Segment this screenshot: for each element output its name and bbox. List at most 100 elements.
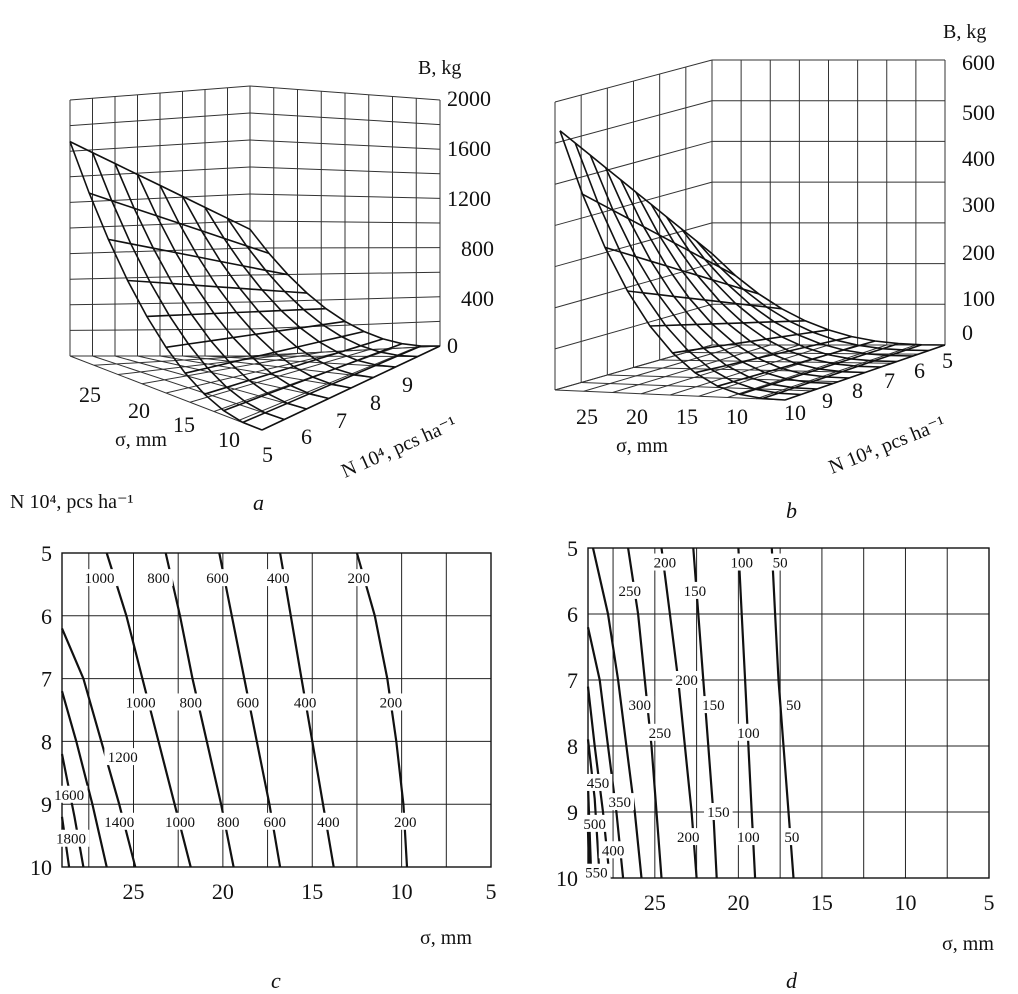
d-y-tick: 6 (567, 602, 578, 627)
d-x-tick: 15 (811, 890, 833, 915)
n-tick-a-9: 9 (402, 372, 413, 397)
d-contour-label: 50 (773, 556, 788, 572)
sigma-tick-a-15: 15 (173, 412, 195, 437)
d-x-tick: 5 (984, 890, 995, 915)
z-axis-label-b: B, kg (943, 21, 986, 43)
z-tick-a-1600: 1600 (447, 136, 491, 161)
wall-b-floor-gridline (756, 344, 917, 400)
d-label-bg (582, 863, 611, 881)
n-tick-b-7: 7 (884, 368, 895, 393)
d-label-bg (673, 828, 703, 846)
surface-a-column (127, 279, 308, 294)
z-tick-a-2000: 2000 (447, 86, 491, 111)
wall-a-back-gridline (69, 274, 251, 280)
c-contour-label: 400 (317, 815, 340, 831)
surface-a-column (223, 342, 403, 412)
d-label-bg (769, 553, 791, 571)
n-tick-b-8: 8 (852, 378, 863, 403)
c-contour-label: 1800 (56, 832, 86, 848)
wall-a-floor-gridline (141, 351, 322, 385)
wall-b-back-gridline (554, 100, 713, 144)
surface-b-column (672, 329, 829, 354)
c-contour-label: 1000 (126, 695, 156, 711)
contour-c-labels: 1000 800 600 400 200 1000 800 600 400 200 1200 1600… (50, 569, 420, 848)
d-contour-label: 450 (587, 776, 610, 792)
d-contour-label: 500 (583, 817, 606, 833)
d-contour-300 (591, 547, 643, 879)
surface-b-column (717, 340, 876, 387)
panel-caption-b: b (786, 498, 797, 523)
c-label-bg (290, 693, 320, 711)
n-axis-ticks-a: 5 6 7 8 9 (262, 372, 413, 467)
c-label-bg (100, 812, 138, 830)
z-tick-b-400: 400 (962, 146, 995, 171)
z-tick-a-1200: 1200 (447, 186, 491, 211)
c-x-tick: 25 (123, 879, 145, 904)
wall-a-back-gridline (69, 193, 251, 203)
x-axis-label-d: σ, mm (942, 933, 994, 955)
c-contour-label: 200 (394, 815, 417, 831)
c-contour-label: 400 (267, 571, 290, 587)
d-label-bg (672, 671, 701, 688)
d-contour-label: 100 (737, 726, 760, 742)
d-y-tick: 7 (567, 668, 578, 693)
d-contour-label: 200 (675, 673, 698, 689)
d-label-bg (645, 723, 675, 741)
surface-a-column (261, 345, 441, 431)
n-tick-b-9: 9 (822, 388, 833, 413)
c-x-tick: 10 (391, 879, 413, 904)
wall-a-right-gridline (249, 166, 441, 175)
wall-a-right-gridline (249, 271, 441, 276)
surface-a-column (108, 238, 289, 276)
surface-a-row (91, 152, 285, 421)
n-axis-label-b: N 10⁴, pcs ha⁻¹ (826, 412, 949, 479)
d-x-tick: 20 (727, 890, 749, 915)
surface-a-column (146, 307, 327, 318)
c-contour-label: 400 (294, 695, 317, 711)
n-axis-ticks-b: 10 9 8 7 6 5 (784, 348, 953, 425)
n-tick-b-10: 10 (784, 400, 806, 425)
d-contour-label: 300 (629, 698, 652, 714)
d-y-tick: 9 (567, 800, 578, 825)
panel-caption-d: d (786, 968, 798, 993)
y-axis-ticks-d: 5 6 7 8 9 10 (556, 536, 578, 891)
wall-a-back-gridline (69, 139, 251, 152)
surface-b-column (604, 246, 759, 295)
d-contour-label: 400 (602, 843, 625, 859)
c-y-tick: 7 (41, 667, 52, 692)
sigma-axis-label-a: σ, mm (115, 429, 167, 451)
c-y-tick: 8 (41, 729, 52, 754)
c-label-bg (344, 569, 374, 587)
d-contour-50 (770, 547, 795, 879)
surface-b-row (589, 154, 818, 390)
d-contour-label: 100 (737, 830, 760, 846)
d-contour-350 (586, 626, 625, 879)
c-label-bg (122, 693, 160, 711)
wall-b-back-gridline (554, 263, 713, 309)
d-label-bg (615, 581, 645, 599)
surface-b-row (696, 240, 930, 352)
d-contour-label: 150 (684, 584, 707, 600)
contour-plot-c: N 10⁴, pcs ha⁻¹ 1000 800 600 400 200 1000 800 6… (10, 491, 497, 993)
d-contour-label: 250 (649, 726, 672, 742)
c-label-bg (263, 569, 293, 587)
d-label-bg (605, 793, 635, 811)
wall-a-floor-gridline (93, 354, 274, 366)
d-contour-label: 350 (608, 795, 631, 811)
d-label-bg (583, 773, 613, 791)
z-axis-ticks-a: 2000 1600 1200 800 400 0 (447, 86, 494, 358)
wall-a-back-gridline (69, 301, 251, 306)
d-label-bg (650, 553, 680, 571)
wall-a-floor-gridline (117, 353, 298, 375)
surface-a-mesh (69, 140, 441, 431)
d-label-bg (580, 814, 609, 832)
c-label-bg (50, 785, 88, 803)
c-contour-label: 1200 (108, 750, 138, 766)
d-x-tick: 10 (894, 890, 916, 915)
surface-b-walls (554, 59, 946, 401)
d-contour-label: 200 (654, 556, 677, 572)
wall-b-floor-gridline (554, 344, 713, 391)
d-label-bg (704, 803, 733, 820)
y-axis-ticks-c: 5 6 7 8 9 10 (30, 541, 52, 880)
